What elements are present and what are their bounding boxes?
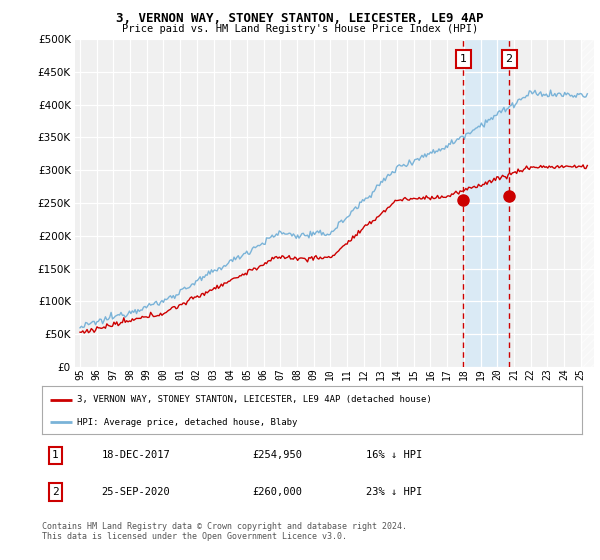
Text: HPI: Average price, detached house, Blaby: HPI: Average price, detached house, Blab… [77,418,298,427]
Text: 3, VERNON WAY, STONEY STANTON, LEICESTER, LE9 4AP (detached house): 3, VERNON WAY, STONEY STANTON, LEICESTER… [77,395,432,404]
Text: 16% ↓ HPI: 16% ↓ HPI [366,450,422,460]
Bar [463,39,509,367]
Text: 25-SEP-2020: 25-SEP-2020 [101,487,170,497]
Text: £260,000: £260,000 [253,487,302,497]
Text: 1: 1 [52,450,59,460]
Text: 18-DEC-2017: 18-DEC-2017 [101,450,170,460]
Text: 1: 1 [460,54,467,64]
Text: 2: 2 [52,487,59,497]
Bar [581,39,598,367]
Text: Price paid vs. HM Land Registry's House Price Index (HPI): Price paid vs. HM Land Registry's House … [122,24,478,34]
Text: £254,950: £254,950 [253,450,302,460]
Text: 2: 2 [505,54,512,64]
Text: 3, VERNON WAY, STONEY STANTON, LEICESTER, LE9 4AP: 3, VERNON WAY, STONEY STANTON, LEICESTER… [116,12,484,25]
Text: 23% ↓ HPI: 23% ↓ HPI [366,487,422,497]
Text: Contains HM Land Registry data © Crown copyright and database right 2024.
This d: Contains HM Land Registry data © Crown c… [42,522,407,542]
